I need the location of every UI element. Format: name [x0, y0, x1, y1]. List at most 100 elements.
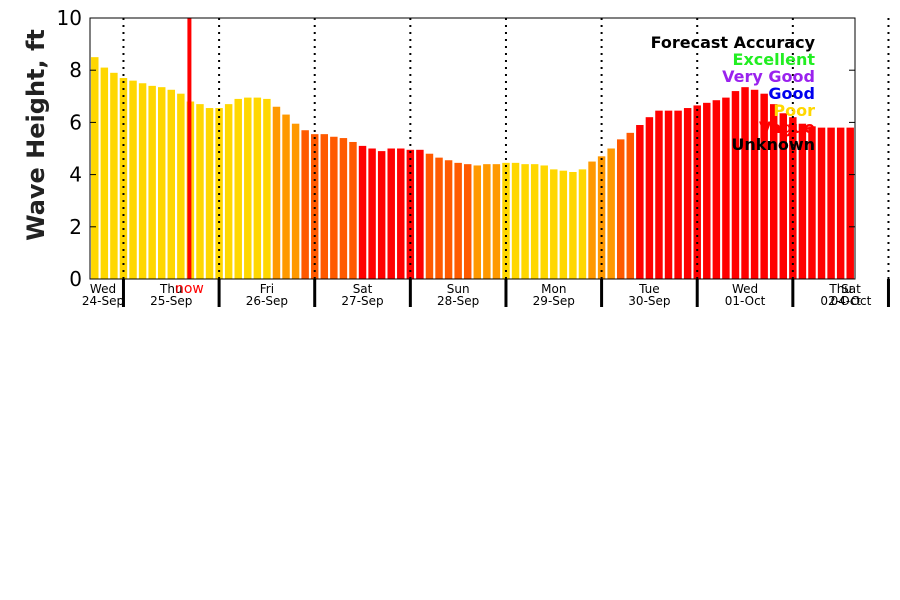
bar — [616, 139, 625, 279]
bar — [368, 148, 376, 279]
bar — [349, 141, 357, 279]
bar — [291, 123, 300, 279]
bar — [358, 145, 367, 279]
bar — [521, 164, 529, 279]
bar — [789, 117, 797, 280]
day-date-label: 27-Sep — [341, 294, 383, 308]
bar — [339, 138, 348, 279]
day-weekday-label: Sun — [447, 282, 470, 296]
bar — [282, 114, 290, 279]
bar — [597, 156, 606, 279]
day-weekday-label: Mon — [541, 282, 566, 296]
day-date-label: 26-Sep — [246, 294, 288, 308]
bar — [769, 104, 778, 279]
legend-entry: Good — [768, 84, 815, 103]
bar — [731, 91, 740, 279]
bar — [119, 78, 128, 279]
bar — [320, 134, 329, 279]
day-date-label: 01-Oct — [725, 294, 766, 308]
bar — [502, 162, 510, 279]
bar — [798, 123, 807, 279]
bar — [550, 169, 558, 279]
bar — [559, 170, 568, 279]
bar — [244, 97, 252, 279]
day-weekday-label: Sat — [841, 282, 861, 296]
bar — [397, 148, 405, 279]
day-date-label: 29-Sep — [533, 294, 575, 308]
bar — [578, 169, 587, 279]
bar — [664, 110, 673, 279]
day-gridlines — [122, 18, 890, 279]
legend-entry: Very Good — [722, 67, 815, 86]
bar — [530, 164, 539, 279]
y-tick-label: 6 — [69, 110, 82, 134]
bar — [760, 93, 768, 279]
legend-entry: Poor — [773, 101, 815, 120]
bar — [177, 93, 185, 279]
bar — [827, 127, 835, 280]
legend-entry: Vague — [759, 118, 815, 137]
y-tick-label: 10 — [57, 6, 82, 30]
day-weekday-label: Thu — [828, 282, 852, 296]
bar — [693, 105, 701, 279]
bar — [129, 80, 137, 279]
bar — [569, 171, 577, 279]
bar — [205, 108, 214, 279]
bar — [138, 83, 147, 279]
bar — [377, 151, 386, 279]
bar — [473, 165, 482, 279]
bar — [636, 125, 644, 279]
now-label: now — [175, 281, 204, 297]
bar — [722, 97, 730, 279]
bar — [645, 117, 654, 280]
bar — [310, 134, 319, 279]
bar — [540, 165, 548, 279]
bar — [836, 127, 845, 280]
bar — [416, 149, 424, 279]
bar — [683, 108, 692, 279]
bar — [779, 113, 788, 279]
bar — [454, 162, 462, 279]
y-tick-label: 4 — [69, 163, 82, 187]
legend-entry: Unknown — [731, 135, 815, 154]
y-axis-label: Wave Height, ft — [22, 29, 50, 241]
y-tick-label: 8 — [69, 58, 82, 82]
day-weekday-label: Sat — [353, 282, 373, 296]
axes: Wed24-SepThu25-SepFri26-SepSat27-SepSun2… — [57, 6, 890, 308]
day-weekday-label: Thu — [159, 282, 183, 296]
bar — [703, 102, 711, 279]
bar — [263, 98, 271, 279]
bar — [330, 136, 338, 279]
bar — [492, 164, 501, 279]
plot-frame — [89, 17, 856, 280]
bar — [148, 85, 156, 279]
bar — [588, 161, 596, 279]
bar — [253, 97, 262, 279]
day-date-label: 30-Sep — [628, 294, 670, 308]
bar — [91, 57, 99, 280]
bar — [463, 164, 472, 279]
day-date-label: 02-Oct — [820, 294, 861, 308]
bar — [157, 87, 166, 279]
bar — [196, 104, 204, 279]
bar — [425, 153, 434, 279]
day-date-label: 25-Sep — [150, 294, 192, 308]
legend-title: Forecast Accuracy — [651, 33, 816, 52]
bars-layer — [91, 57, 854, 280]
day-weekday-label: Wed — [732, 282, 758, 296]
bar — [750, 89, 759, 280]
bar — [435, 157, 443, 279]
bar — [511, 162, 520, 279]
day-weekday-label: Wed — [90, 282, 116, 296]
bar — [846, 127, 854, 280]
day-date-label: 28-Sep — [437, 294, 479, 308]
bar — [808, 126, 816, 279]
bar — [483, 164, 491, 279]
day-date-label: 04-Oct — [831, 294, 872, 308]
day-weekday-label: Fri — [260, 282, 274, 296]
bar — [272, 106, 281, 280]
bar — [626, 132, 635, 279]
bar — [712, 100, 721, 279]
bar — [167, 89, 176, 280]
